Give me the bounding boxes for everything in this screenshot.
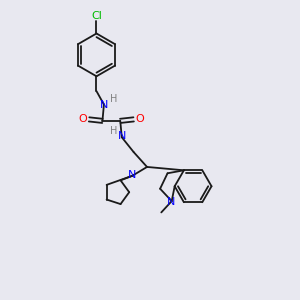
Text: N: N <box>167 197 175 207</box>
Text: O: O <box>135 114 144 124</box>
Text: Cl: Cl <box>91 11 102 21</box>
Text: O: O <box>79 114 88 124</box>
Text: H: H <box>110 94 117 104</box>
Text: N: N <box>100 100 109 110</box>
Text: N: N <box>118 131 127 141</box>
Text: H: H <box>110 126 117 136</box>
Text: N: N <box>128 170 136 180</box>
